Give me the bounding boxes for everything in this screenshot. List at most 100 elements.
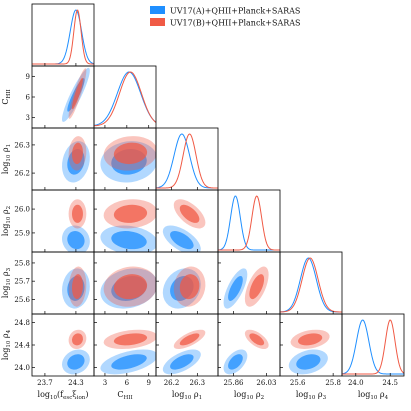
- marginal-curve-a: [342, 319, 404, 375]
- contour-inner-b: [179, 274, 200, 300]
- x-tick-label: 24.5: [382, 379, 398, 387]
- x-tick-label: 24.0: [348, 379, 364, 387]
- x-tick-label: 25.86: [223, 379, 244, 387]
- legend-swatch-series-a: [150, 6, 165, 14]
- panel-rho4-vs-rho1: 26.2 26.3: [155, 313, 219, 387]
- contour-inner-b: [71, 77, 83, 110]
- contour-inner-b: [71, 274, 83, 300]
- contour-inner-b: [113, 274, 148, 300]
- y-tick-label: 9: [26, 73, 30, 81]
- x-tick-label: 3: [103, 379, 107, 387]
- panel-content: [61, 199, 90, 252]
- y-tick-label: 25.7: [14, 278, 30, 286]
- panel-content: [62, 136, 90, 183]
- x-tick-label: 25.8: [325, 379, 341, 387]
- contour-inner-b: [71, 142, 83, 165]
- marginal-curve-a: [218, 195, 280, 251]
- contour-inner-b: [113, 204, 148, 223]
- marginal-curve-b: [94, 71, 156, 127]
- panel-rho3-vs-rho3: [279, 251, 343, 315]
- contour-inner-a: [228, 354, 243, 370]
- x-tick-label: 26.3: [190, 379, 206, 387]
- y-axis-label-chii: CHII: [1, 89, 12, 104]
- panel-content: [32, 9, 94, 65]
- contour-inner-b: [113, 142, 148, 165]
- marginal-curve-b: [218, 195, 280, 251]
- panel-chii-vs-chii: [93, 65, 157, 129]
- x-tick-label: 26.2: [164, 379, 180, 387]
- x-axis-label-fesc: log10(fescξion): [38, 390, 89, 401]
- panel-rho1-vs-rho1: [155, 127, 219, 191]
- panel-rho3-vs-rho2: [217, 251, 281, 315]
- panel-rho2-vs-chii: [93, 189, 157, 253]
- y-axis-label-rho3: log10 ρ3: [1, 267, 12, 298]
- x-tick-label: 9: [146, 379, 150, 387]
- y-tick-label: 24.4: [14, 342, 30, 350]
- y-tick-label: 6: [26, 94, 31, 102]
- panel-rho1-vs-chii: [93, 127, 157, 191]
- contour-inner-b: [71, 204, 83, 223]
- y-tick-label: 24.8: [14, 319, 30, 327]
- panel-rho4-vs-rho3: 25.6 25.8: [279, 313, 343, 387]
- legend-label-series-b: UV17(B)+QHII+Planck+SARAS: [170, 19, 301, 28]
- y-tick-label: 26.0: [14, 206, 30, 214]
- x-tick-label: 26.03: [256, 379, 276, 387]
- panel-rho3-vs-fesc: 25.8 25.7 25.6: [14, 251, 95, 315]
- contour-inner-b: [179, 204, 200, 223]
- x-tick-label: 25.6: [290, 379, 306, 387]
- panel-content: [162, 199, 206, 252]
- contour-inner-b: [249, 333, 265, 346]
- panel-rho1-vs-fesc: 26.3 26.2: [14, 127, 95, 191]
- marginal-curve-b: [342, 319, 404, 375]
- contour-inner-a: [296, 354, 321, 370]
- panel-rho2-vs-fesc: 26.0 25.9: [14, 189, 95, 253]
- x-tick-label: 23.7: [37, 379, 53, 387]
- panel-frame: [217, 189, 281, 253]
- panel-chii-vs-fesc: 9 6 3: [26, 65, 95, 129]
- x-axis-label-rho2: log10 ρ2: [234, 390, 264, 401]
- x-axis-label-rho1: log10 ρ1: [172, 390, 202, 401]
- y-tick-label: 26.3: [14, 141, 30, 149]
- panel-content: [162, 266, 206, 309]
- legend-swatch-series-b: [150, 18, 165, 26]
- panel-rho4-vs-rho4: 24.0 24.5: [341, 313, 405, 387]
- panel-rho2-vs-rho1: [155, 189, 219, 253]
- x-axis-label-rho4: log10 ρ4: [358, 390, 389, 401]
- y-tick-label: 25.9: [14, 229, 30, 237]
- panel-content: [100, 329, 156, 375]
- marginal-curve-a: [280, 257, 342, 313]
- panel-content: [94, 71, 156, 127]
- panel-rho4-vs-rho2: 25.86 26.03: [217, 313, 281, 387]
- y-tick-label: 25.8: [14, 259, 30, 267]
- contour-inner-a: [170, 354, 194, 370]
- y-tick-label: 25.6: [14, 296, 30, 304]
- panel-fesc-vs-fesc: [31, 3, 95, 67]
- panel-content: [156, 133, 218, 189]
- contour-inner-a: [170, 231, 194, 250]
- x-axis-label-rho3: log10 ρ3: [296, 390, 327, 401]
- contour-inner-b: [249, 274, 265, 300]
- panel-content: [100, 199, 156, 252]
- marginal-curve-a: [94, 71, 156, 126]
- panel-rho3-vs-rho1: [155, 251, 219, 315]
- panel-content: [61, 329, 90, 375]
- panel-content: [223, 329, 269, 375]
- panel-rho4-vs-fesc: 23.7 24.3 24.8 24.4 24.0: [14, 313, 95, 387]
- marginal-curve-b: [280, 257, 342, 313]
- panel-content: [342, 319, 404, 375]
- panel-content: [288, 329, 330, 375]
- panel-rho3-vs-chii: [93, 251, 157, 315]
- panel-rho2-vs-rho2: [217, 189, 281, 253]
- legend: UV17(A)+QHII+Planck+SARAS UV17(B)+QHII+P…: [150, 6, 301, 28]
- y-tick-label: 24.0: [14, 364, 30, 372]
- y-axis-label-rho2: log10 ρ2: [1, 206, 12, 236]
- panel-content: [100, 266, 156, 309]
- panel-content: [218, 195, 280, 251]
- contour-inner-b: [113, 333, 148, 346]
- panel-content: [61, 266, 90, 309]
- x-tick-label: 24.3: [68, 379, 84, 387]
- panel-content: [223, 266, 269, 309]
- y-axis-label-rho1: log10 ρ1: [1, 144, 12, 174]
- y-tick-label: 26.2: [14, 170, 30, 178]
